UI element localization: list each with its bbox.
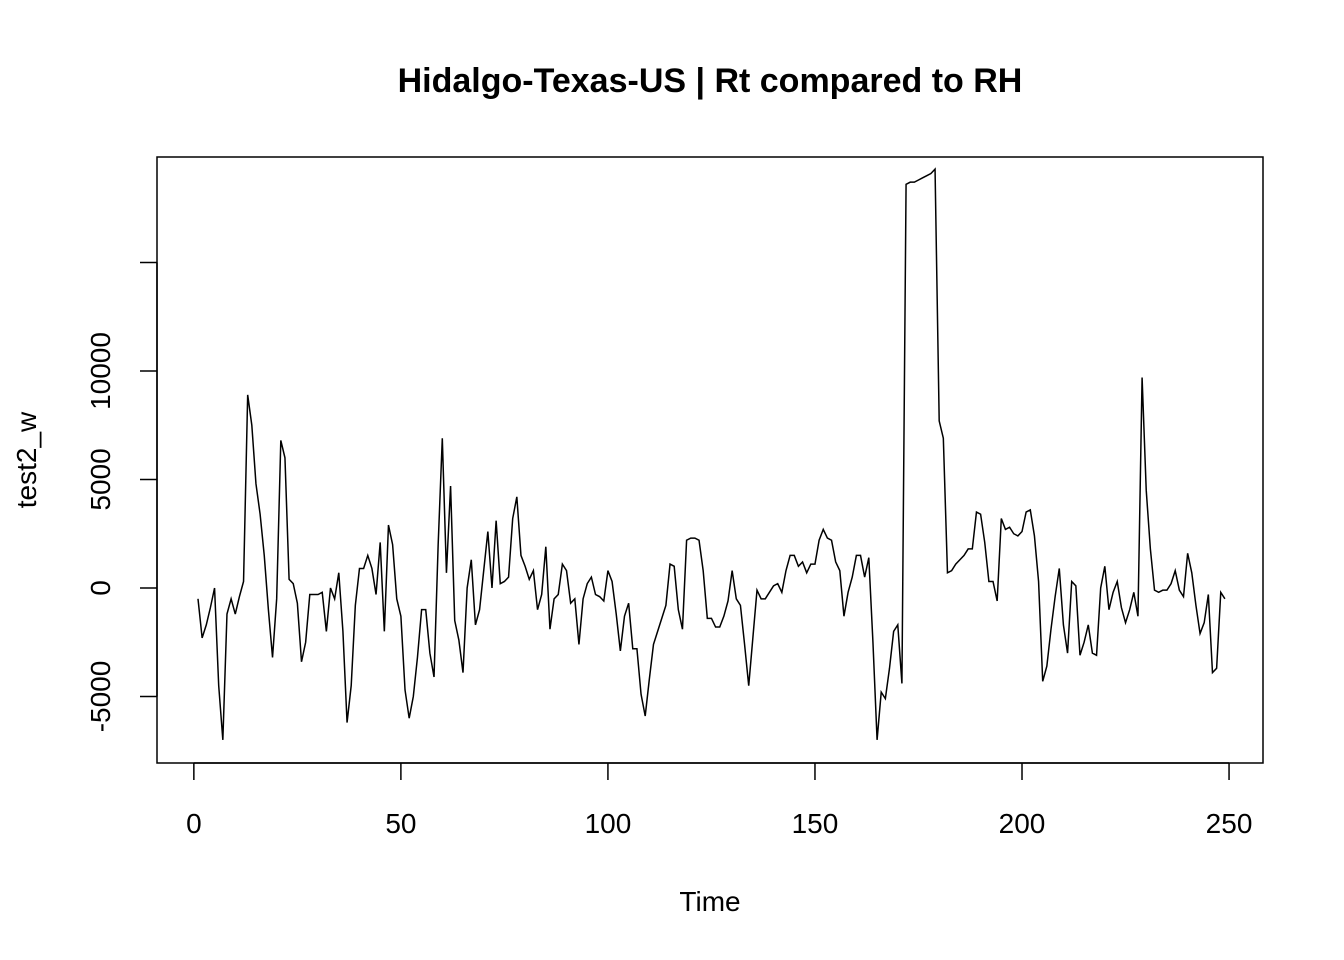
y-axis-label: test2_w — [11, 411, 42, 508]
data-line — [197, 167, 1226, 740]
chart-title: Hidalgo-Texas-US | Rt compared to RH — [398, 62, 1023, 100]
x-tick-label: 250 — [1206, 808, 1253, 839]
plot-frame — [156, 156, 1264, 764]
x-tick-label: 50 — [385, 808, 416, 839]
x-tick-label: 100 — [585, 808, 632, 839]
y-tick-label: 10000 — [85, 332, 116, 410]
x-axis-label: Time — [679, 886, 740, 917]
y-tick-label: 0 — [85, 580, 116, 596]
y-tick-label: -5000 — [85, 661, 116, 733]
x-tick-label: 200 — [999, 808, 1046, 839]
x-tick-label: 150 — [792, 808, 839, 839]
y-tick-label: 5000 — [85, 448, 116, 510]
x-tick-label: 0 — [186, 808, 202, 839]
